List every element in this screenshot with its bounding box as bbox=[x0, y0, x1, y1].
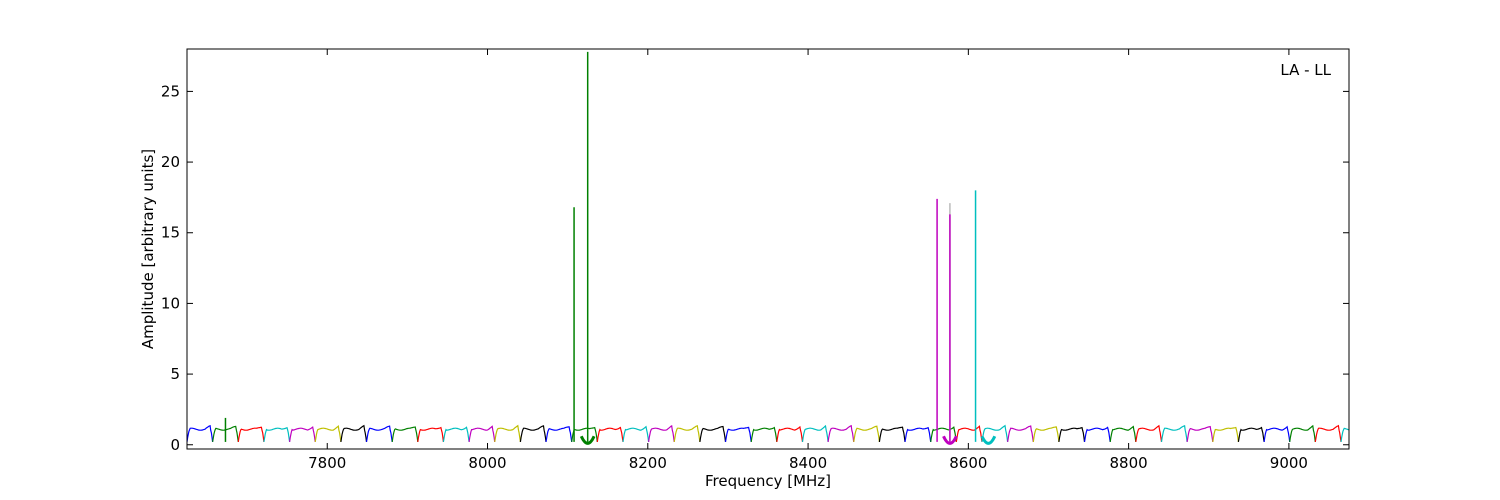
x-tick-label-2: 8200 bbox=[629, 454, 667, 472]
channel-curve-2 bbox=[237, 426, 265, 442]
channel-curve-15 bbox=[571, 426, 598, 442]
y-tick-label-1: 5 bbox=[170, 365, 180, 383]
channel-curve-43 bbox=[1289, 424, 1316, 442]
channel-curve-35 bbox=[1083, 426, 1111, 443]
channel-curve-27 bbox=[878, 426, 906, 442]
channel-curve-38 bbox=[1160, 425, 1188, 442]
channel-curve-42 bbox=[1263, 425, 1291, 442]
channel-curve-4 bbox=[289, 426, 316, 442]
channel-curve-28 bbox=[904, 426, 932, 443]
x-tick-label-5: 8800 bbox=[1110, 454, 1148, 472]
y-tick-label-3: 15 bbox=[161, 224, 180, 242]
channel-curve-21 bbox=[724, 426, 752, 443]
plot-area bbox=[187, 51, 1349, 445]
channel-curve-8 bbox=[391, 426, 419, 442]
channel-curve-22 bbox=[750, 426, 778, 442]
channel-curve-12 bbox=[494, 424, 521, 443]
channel-curve-33 bbox=[1032, 426, 1060, 442]
y-tick-label-2: 10 bbox=[161, 294, 180, 312]
channel-curve-41 bbox=[1237, 426, 1265, 443]
y-axis-label: Amplitude [arbitrary units] bbox=[139, 149, 157, 349]
channel-curve-45 bbox=[1340, 427, 1349, 442]
channel-curve-31 bbox=[981, 424, 1009, 442]
channel-curve-19 bbox=[673, 425, 701, 443]
axis-ticks: 7800 8000 8200 8400 8600 8800 9000 0 5 10 15 20 25 bbox=[161, 49, 1349, 472]
channel-curve-16 bbox=[596, 426, 624, 442]
x-tick-label-6: 9000 bbox=[1270, 454, 1308, 472]
channel-curve-24 bbox=[801, 424, 829, 442]
channel-curve-26 bbox=[853, 425, 880, 443]
channel-curve-13 bbox=[519, 425, 547, 442]
channel-curve-39 bbox=[1186, 425, 1214, 443]
channel-curve-0 bbox=[187, 424, 214, 442]
channel-curve-36 bbox=[1109, 425, 1137, 442]
y-tick-label-5: 25 bbox=[161, 82, 180, 100]
feature-blob-0 bbox=[579, 435, 596, 445]
channel-curve-34 bbox=[1058, 426, 1086, 442]
y-tick-label-4: 20 bbox=[161, 153, 180, 171]
channel-curve-44 bbox=[1314, 424, 1342, 443]
channel-curve-23 bbox=[776, 425, 804, 443]
channel-curve-17 bbox=[622, 425, 650, 442]
channel-curve-25 bbox=[827, 424, 855, 442]
chart-annotation: LA - LL bbox=[1280, 61, 1331, 79]
channel-curve-6 bbox=[340, 424, 368, 442]
channel-curve-29 bbox=[930, 426, 957, 442]
channel-curve-30 bbox=[955, 425, 983, 443]
channel-curve-11 bbox=[468, 425, 496, 442]
x-tick-label-3: 8400 bbox=[789, 454, 827, 472]
channel-curve-32 bbox=[1007, 425, 1034, 443]
channel-curve-20 bbox=[699, 425, 727, 442]
x-tick-label-4: 8600 bbox=[949, 454, 987, 472]
channel-curve-7 bbox=[365, 425, 393, 443]
channel-curve-14 bbox=[545, 426, 573, 443]
channel-curve-40 bbox=[1212, 426, 1239, 442]
x-tick-label-1: 8000 bbox=[468, 454, 506, 472]
feature-blob-2 bbox=[980, 435, 997, 445]
channel-curve-5 bbox=[314, 425, 342, 443]
x-axis-label: Frequency [MHz] bbox=[705, 472, 831, 490]
plot-frame bbox=[186, 48, 1350, 450]
channel-curve-18 bbox=[648, 424, 675, 442]
channel-curve-3 bbox=[263, 426, 291, 443]
y-tick-label-0: 0 bbox=[170, 436, 180, 454]
channel-curve-10 bbox=[442, 426, 470, 443]
channel-curve-9 bbox=[417, 426, 444, 442]
x-tick-label-0: 7800 bbox=[308, 454, 346, 472]
channel-curve-37 bbox=[1135, 424, 1163, 443]
feature-blob-1 bbox=[942, 435, 958, 445]
